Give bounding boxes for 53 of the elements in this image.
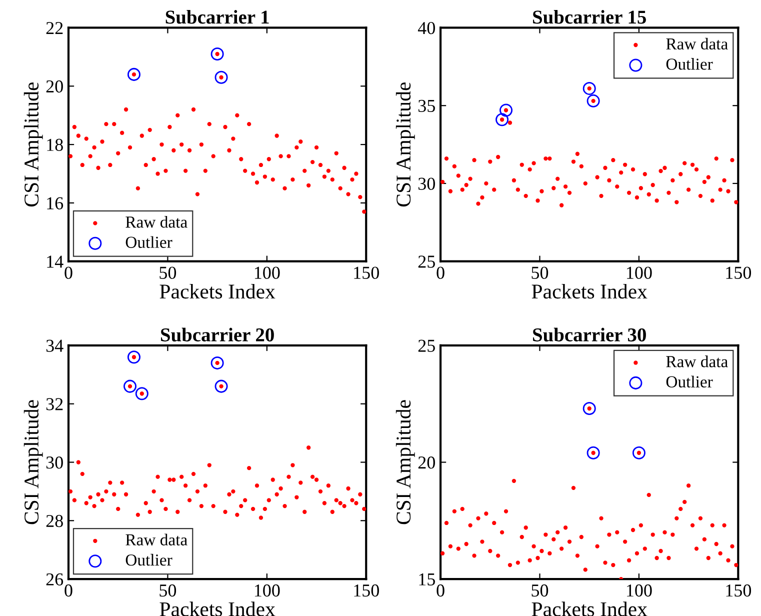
y-tick-label: 35 bbox=[418, 100, 435, 112]
y-tick-label: 16 bbox=[47, 197, 64, 210]
legend-label: Raw data bbox=[666, 356, 728, 368]
chart-title: Subcarrier 15 bbox=[533, 10, 646, 24]
x-tick-label: 0 bbox=[436, 266, 444, 279]
x-tick-label: 100 bbox=[254, 584, 280, 597]
y-axis-title: CSI Amplitude bbox=[396, 400, 415, 524]
legend-label: Outlier bbox=[666, 376, 713, 388]
x-tick-label: 150 bbox=[726, 584, 752, 597]
legend-label: Raw data bbox=[666, 38, 728, 50]
x-tick-label: 50 bbox=[160, 584, 176, 597]
x-tick-label: 50 bbox=[160, 266, 176, 279]
x-tick-label: 50 bbox=[532, 266, 548, 279]
y-tick-label: 20 bbox=[418, 456, 435, 469]
x-axis-title: Packets Index bbox=[532, 284, 648, 299]
chart-title: Subcarrier 20 bbox=[161, 328, 274, 342]
x-tick-label: 150 bbox=[354, 584, 379, 597]
y-tick-label: 22 bbox=[46, 22, 63, 34]
x-axis-title: Packets Index bbox=[532, 602, 648, 616]
y-tick-label: 25 bbox=[418, 256, 435, 268]
x-tick-label: 100 bbox=[627, 584, 652, 597]
x-tick-label: 0 bbox=[64, 266, 72, 279]
x-tick-label: 0 bbox=[64, 584, 72, 597]
y-tick-label: 30 bbox=[46, 456, 63, 469]
y-axis-title: CSI Amplitude bbox=[24, 82, 43, 206]
y-tick-label: 14 bbox=[47, 256, 64, 268]
legend-label: Outlier bbox=[666, 58, 713, 70]
x-tick-label: 150 bbox=[354, 266, 379, 279]
legend-label: Raw data bbox=[126, 534, 188, 546]
x-axis-title: Packets Index bbox=[160, 284, 276, 299]
y-tick-label: 40 bbox=[418, 22, 435, 34]
y-tick-label: 30 bbox=[418, 178, 435, 190]
x-tick-label: 0 bbox=[436, 584, 444, 597]
legend-label: Outlier bbox=[126, 554, 172, 566]
x-tick-label: 100 bbox=[254, 266, 280, 279]
y-tick-label: 15 bbox=[419, 573, 435, 586]
y-axis-title: CSI Amplitude bbox=[24, 400, 43, 524]
x-tick-label: 100 bbox=[627, 266, 652, 279]
y-tick-label: 32 bbox=[46, 398, 63, 410]
x-axis-title: Packets Index bbox=[160, 602, 276, 616]
chart-title: Subcarrier 1 bbox=[166, 10, 269, 24]
chart-title: Subcarrier 30 bbox=[533, 328, 646, 342]
legend-label: Raw data bbox=[126, 216, 188, 228]
y-tick-label: 25 bbox=[418, 340, 435, 352]
y-tick-label: 18 bbox=[47, 138, 63, 151]
y-tick-label: 28 bbox=[46, 514, 63, 528]
y-tick-label: 34 bbox=[46, 340, 64, 352]
x-tick-label: 150 bbox=[726, 266, 752, 279]
legend-label: Outlier bbox=[126, 236, 172, 248]
x-tick-label: 50 bbox=[532, 584, 548, 597]
y-axis-title: CSI Amplitude bbox=[396, 82, 415, 206]
y-tick-label: 26 bbox=[46, 573, 64, 586]
y-tick-label: 20 bbox=[46, 80, 63, 93]
